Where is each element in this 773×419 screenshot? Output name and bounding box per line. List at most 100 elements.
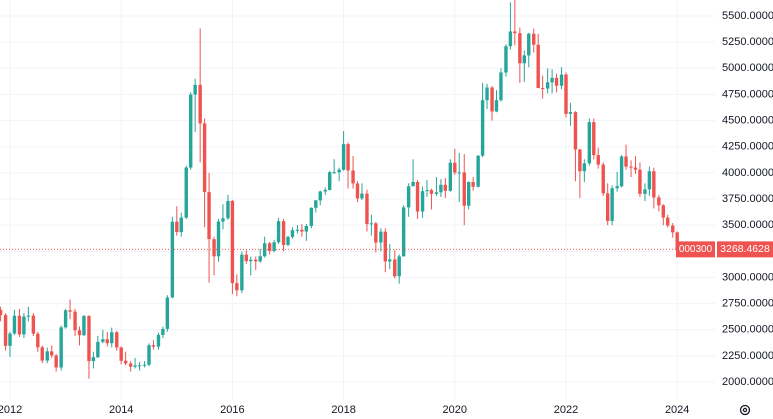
y-tick-label: 2500.0000 — [722, 324, 773, 336]
candle-body — [420, 191, 425, 212]
candle-body — [8, 333, 12, 346]
candle-body — [240, 254, 244, 291]
candle-body — [77, 330, 82, 336]
candle-body — [508, 31, 513, 47]
x-tick-label: 2022 — [554, 404, 578, 416]
candle-body — [633, 167, 638, 170]
candle-body — [328, 172, 332, 190]
candle-body — [365, 193, 369, 225]
candle-body — [115, 332, 119, 348]
candle-body — [643, 189, 647, 194]
candle-body — [518, 33, 522, 64]
y-tick-label: 2000.0000 — [722, 376, 773, 388]
y-tick-label: 2750.0000 — [722, 297, 773, 309]
candle-body — [638, 169, 642, 194]
x-tick-label: 2020 — [443, 404, 467, 416]
candle-body — [582, 163, 587, 172]
x-tick-label: 2012 — [0, 404, 22, 416]
candle-body — [151, 345, 156, 347]
candle-body — [610, 188, 614, 221]
candle-body — [123, 360, 128, 364]
x-tick-label: 2024 — [665, 404, 689, 416]
candle-body — [540, 88, 545, 90]
candle-body — [295, 229, 300, 231]
candle-body — [3, 315, 8, 346]
candle-body — [471, 182, 475, 187]
candle-body — [254, 259, 258, 262]
candle-body — [476, 155, 480, 187]
candle-body — [341, 144, 346, 170]
candle-body — [17, 315, 22, 335]
last-price-label: 3268.4628 — [720, 243, 770, 255]
candle-body — [235, 283, 239, 291]
candle-body — [54, 355, 58, 368]
candle-body — [369, 223, 374, 225]
candle-body — [466, 182, 471, 206]
candle-body — [36, 333, 40, 348]
candle-body — [0, 309, 3, 316]
settings-icon[interactable] — [739, 404, 751, 416]
candle-body — [513, 31, 517, 34]
candle-body — [119, 347, 123, 361]
last-price-tag — [717, 241, 773, 258]
candle-body — [401, 207, 406, 257]
candle-body — [91, 357, 96, 362]
symbol-tag — [676, 241, 715, 258]
candle-body — [22, 316, 26, 335]
candle-body — [170, 221, 175, 298]
candle-body — [309, 207, 314, 226]
candle-body — [536, 44, 540, 89]
candle-body — [429, 190, 434, 194]
candle-body — [448, 162, 453, 191]
candle-body — [244, 254, 249, 262]
candle-body — [415, 181, 420, 212]
candle-body — [425, 190, 429, 192]
candle-body — [142, 364, 147, 366]
candle-body — [202, 123, 207, 193]
candle-body — [522, 55, 526, 64]
candle-body — [318, 191, 322, 201]
candle-body — [12, 315, 17, 334]
candle-body — [323, 189, 327, 192]
candle-body — [568, 112, 573, 114]
candle-body — [652, 171, 656, 198]
candle-body — [281, 221, 286, 245]
candle-body — [207, 192, 211, 240]
candle-body — [346, 144, 350, 171]
candle-body — [165, 297, 170, 329]
y-tick-label: 3750.0000 — [722, 193, 773, 205]
candle-body — [666, 217, 670, 226]
candle-body — [374, 223, 378, 243]
candle-body — [63, 310, 68, 328]
candle-body — [554, 77, 559, 86]
candle-body — [379, 231, 383, 243]
y-tick-label: 4250.0000 — [722, 141, 773, 153]
candle-body — [50, 351, 54, 356]
candle-body — [147, 345, 151, 365]
candle-body — [332, 172, 336, 174]
candle-body — [258, 256, 262, 262]
candle-body — [671, 225, 675, 233]
candle-body — [226, 200, 230, 219]
candle-body — [276, 221, 281, 243]
candle-body — [393, 259, 397, 277]
candle-body — [559, 74, 564, 86]
candle-body — [249, 259, 253, 262]
candle-body — [439, 184, 443, 193]
axes: 2000.0000 2250.0000 2500.0000 2750.0000 3000… — [0, 10, 773, 416]
candle-body — [221, 218, 225, 222]
candle-body — [647, 171, 652, 190]
y-tick-label: 2250.0000 — [722, 350, 773, 362]
candle-body — [457, 172, 461, 174]
candle-body — [605, 193, 610, 221]
candle-body — [397, 256, 401, 277]
candle-body — [40, 347, 44, 361]
candle-body — [110, 332, 114, 344]
candle-body — [355, 183, 360, 199]
candle-body — [193, 84, 197, 95]
y-tick-label: 4500.0000 — [722, 114, 773, 126]
x-tick-label: 2016 — [220, 404, 244, 416]
candle-body — [490, 87, 494, 112]
candle-body — [175, 221, 179, 233]
